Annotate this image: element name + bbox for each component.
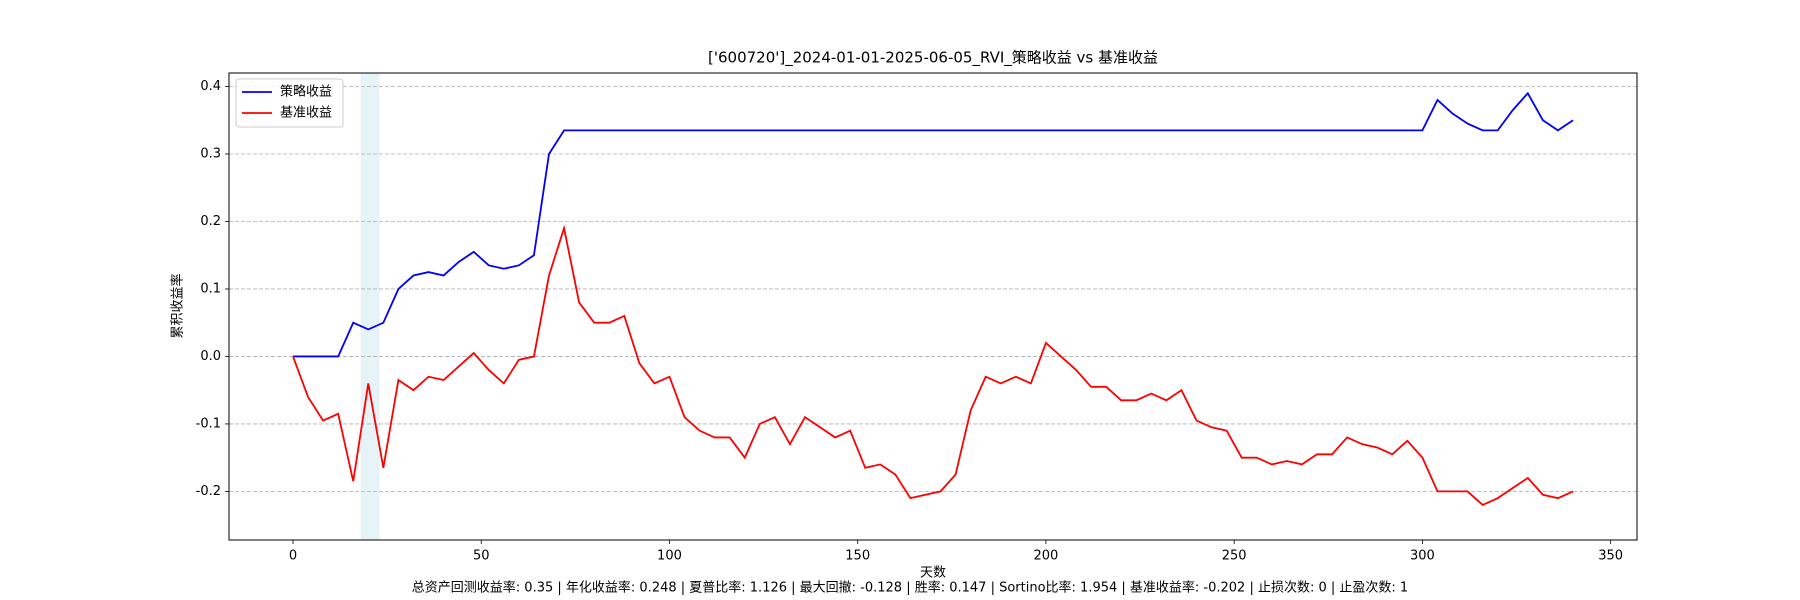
highlight-span	[360, 73, 380, 540]
legend-label: 基准收益	[280, 106, 332, 121]
x-tick-label: 250	[1222, 549, 1247, 564]
x-tick-label: 150	[845, 549, 870, 564]
x-tick-label: 300	[1410, 549, 1435, 564]
y-tick-label: 0.2	[200, 214, 221, 229]
y-tick-label: 0.3	[200, 146, 221, 161]
y-axis-label: 累积收益率	[170, 273, 186, 338]
x-tick-label: 350	[1598, 549, 1623, 564]
x-tick-label: 100	[657, 549, 682, 564]
x-tick-label: 50	[473, 549, 490, 564]
legend-label: 策略收益	[280, 84, 332, 100]
y-tick-label: 0.0	[200, 349, 221, 364]
y-tick-label: 0.4	[200, 79, 221, 94]
series-line	[292, 224, 1574, 506]
x-axis-label: 天数	[920, 566, 946, 581]
y-tick-label: -0.1	[196, 416, 221, 431]
chart-title: ['600720']_2024-01-01-2025-06-05_RVI_策略收…	[708, 49, 1158, 68]
plot-frame	[228, 72, 1638, 541]
footer-stats: 总资产回测收益率: 0.35 | 年化收益率: 0.248 | 夏普比率: 1.…	[412, 580, 1408, 596]
x-tick-label: 0	[289, 549, 297, 564]
y-tick-label: -0.2	[196, 484, 221, 499]
legend-box	[235, 78, 344, 128]
series-line	[293, 91, 1574, 358]
x-tick-label: 200	[1034, 549, 1059, 564]
y-tick-label: 0.1	[200, 281, 221, 296]
